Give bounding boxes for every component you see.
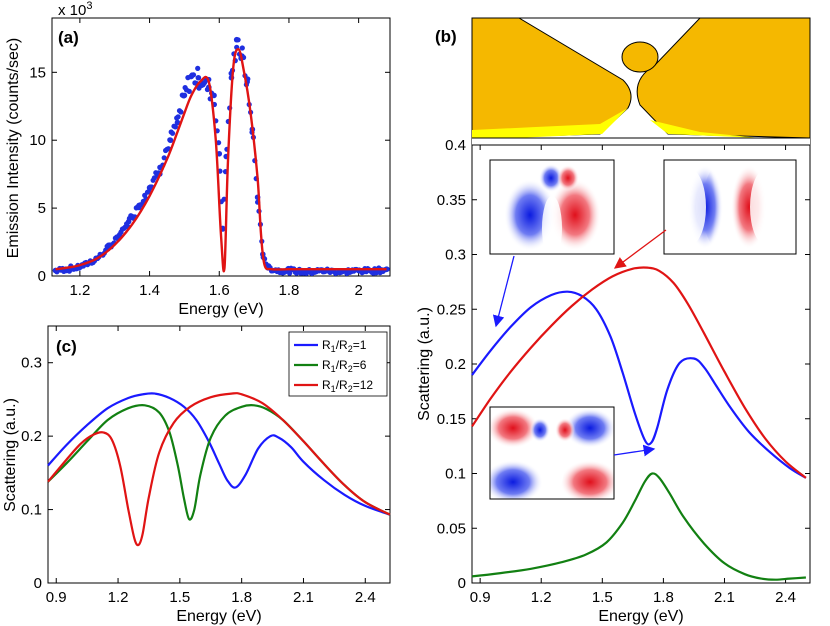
data-point	[175, 114, 181, 120]
xtick-label: 2.4	[775, 589, 796, 606]
field-map-inset-2	[663, 159, 797, 255]
data-point	[170, 130, 176, 136]
panel-c-legend: R1/R2=1 R1/R2=6 R1/R2=12	[288, 331, 388, 397]
panel-a-multiplier: x 103	[58, 0, 92, 19]
ytick-label: 15	[29, 64, 46, 81]
xtick-label: 0.9	[470, 589, 491, 606]
ytick-label: 0.3	[445, 247, 466, 264]
ytick-label: 0.35	[437, 192, 466, 209]
xtick-label: 1.6	[209, 282, 230, 299]
xtick-label: 1.8	[279, 282, 300, 299]
gold-nanoparticle	[621, 41, 659, 73]
ytick-label: 0.2	[445, 356, 466, 373]
ytick-label: 0.15	[437, 411, 466, 428]
series-line-red	[471, 266, 807, 479]
ytick-label: 5	[38, 200, 46, 217]
arrow-inset3-to-blue-dip	[613, 444, 656, 457]
data-point	[167, 137, 173, 143]
panel-a: 1.2 1.4 1.6 1.8 2 0 5 10 15 (a) x 103 Energy (e…	[5, 0, 391, 318]
panel-a-yticks: 0 5 10 15	[29, 64, 390, 285]
panel-c-xlabel: Energy (eV)	[176, 608, 261, 625]
panel-a-label: (a)	[58, 28, 79, 47]
panel-b-xlabel: Energy (eV)	[598, 608, 683, 625]
panel-b-ylabel: Scattering (a.u.)	[416, 307, 433, 421]
gold-left-shadow	[472, 108, 628, 140]
panel-b-xticks: 0.9 1.2 1.5 1.8 2.1 2.4	[470, 145, 796, 606]
panel-c: 0.9 1.2 1.5 1.8 2.1 2.4 0 0.1 0.2 0.3 (c) Energy…	[2, 325, 391, 625]
gold-right-shadow	[650, 120, 760, 138]
ytick-label: 0	[458, 575, 466, 592]
ytick-label: 0	[34, 575, 42, 592]
ytick-label: 0.4	[445, 137, 466, 154]
panel-b: (b) 0.9 1.2 1.5 1.8 2.1 2.4 00.050.10.150.20.…	[416, 17, 811, 625]
ytick-label: 0.1	[445, 466, 466, 483]
data-point	[172, 124, 178, 130]
data-point	[178, 109, 184, 115]
xtick-label: 1.4	[139, 282, 160, 299]
panel-b-series	[471, 266, 807, 581]
arrow-inset1-to-blue-peak	[492, 255, 515, 328]
ytick-label: 0.1	[21, 502, 42, 519]
panel-a-xlabel: Energy (eV)	[178, 301, 263, 318]
field-map-inset-3	[489, 406, 615, 500]
data-point	[195, 65, 201, 71]
panel-c-label: (c)	[56, 337, 77, 356]
data-point	[186, 88, 192, 94]
data-point	[161, 155, 167, 161]
ytick-label: 0.05	[437, 520, 466, 537]
xtick-label: 1.5	[169, 589, 190, 606]
panel-a-xticks: 1.2 1.4 1.6 1.8 2	[69, 18, 363, 299]
data-point	[239, 45, 245, 51]
legend-entry: R1/R2=6	[322, 358, 367, 374]
ytick-label: 0.3	[21, 355, 42, 372]
data-point	[287, 270, 293, 276]
panel-a-fit-line	[55, 47, 387, 273]
xtick-label: 1.2	[531, 589, 552, 606]
panel-c-series	[47, 392, 391, 547]
series-line-r1-r2-1	[47, 392, 391, 516]
legend-entry: R1/R2=12	[322, 378, 373, 394]
data-point	[174, 119, 181, 126]
panel-a-ylabel: Emission Intensity (counts/sec)	[5, 38, 22, 259]
arrow-inset2-to-red-peak	[613, 229, 667, 269]
xtick-label: 2.1	[714, 589, 735, 606]
xtick-label: 1.8	[231, 589, 252, 606]
xtick-label: 1.2	[69, 282, 90, 299]
xtick-label: 1.8	[653, 589, 674, 606]
series-line-green	[471, 472, 806, 581]
series-line-r1-r2-12	[47, 392, 391, 547]
xtick-label: 2	[354, 282, 362, 299]
data-point	[216, 140, 222, 146]
ytick-label: 10	[29, 132, 46, 149]
data-point	[384, 266, 390, 272]
panel-c-yticks: 0 0.1 0.2 0.3	[21, 355, 390, 592]
data-point	[221, 196, 227, 202]
data-point	[204, 86, 210, 93]
field-map-inset-1	[489, 159, 615, 255]
xtick-label: 0.9	[46, 589, 67, 606]
series-line-blue	[471, 290, 807, 479]
panel-c-xticks: 0.9 1.2 1.5 1.8 2.1 2.4	[46, 326, 376, 606]
panel-b-yticks: 0 0.05 0.1 0.15 0.2 0.25 0.3 0.35 0.4	[437, 137, 810, 592]
data-point	[235, 37, 241, 43]
xtick-label: 1.5	[592, 589, 613, 606]
xtick-label: 2.1	[293, 589, 314, 606]
ytick-label: 0.2	[21, 428, 42, 445]
ytick-label: 0.25	[437, 301, 466, 318]
panel-b-label: (b)	[435, 27, 457, 46]
xtick-label: 2.4	[355, 589, 376, 606]
nanostructure-illustration: (b)	[435, 17, 811, 146]
data-point	[190, 72, 197, 78]
panel-c-ylabel: Scattering (a.u.)	[2, 398, 19, 512]
data-point	[181, 93, 187, 99]
legend-entry: R1/R2=1	[322, 338, 367, 354]
xtick-label: 1.2	[108, 589, 129, 606]
data-point	[195, 74, 202, 81]
ytick-label: 0	[38, 268, 46, 285]
